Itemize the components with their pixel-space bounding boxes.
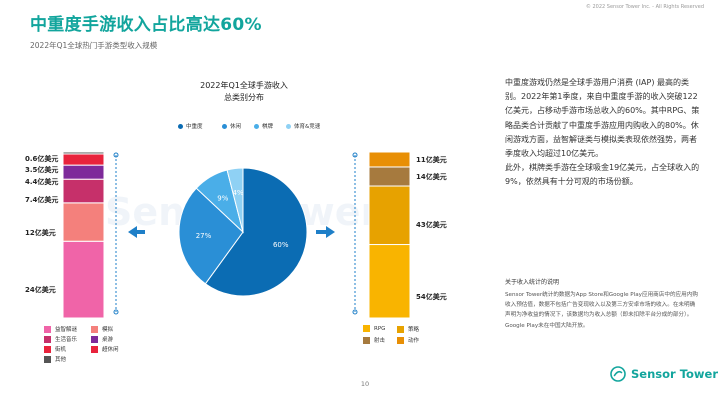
brand-logo: Sensor Tower	[610, 366, 718, 382]
right-legend-action: 动作	[397, 336, 419, 344]
pie-legend-item-sports: 体育&竞速	[286, 122, 320, 130]
note-title: 关于收入统计的说明	[505, 279, 560, 286]
page-number: 10	[360, 380, 370, 388]
left-bar-label-puzzle: 24亿美元	[25, 286, 56, 294]
bracket-end	[113, 309, 119, 315]
legend-dot	[286, 123, 291, 129]
rightbar-segment-0	[368, 244, 411, 319]
pie-slice-3	[226, 167, 244, 233]
sensor-tower-logo-icon	[610, 366, 626, 382]
body-paragraph-2: 此外，棋牌类手游在全球吸金19亿美元，占全球收入的9%，依然具有十分可观的市场份…	[505, 163, 700, 187]
pie-slice-label-1: 27%	[196, 232, 212, 240]
pie-slice-0	[204, 167, 308, 297]
left-legend-hypercasual: 超休闲	[91, 345, 119, 353]
right-bar-label-rpg: 54亿美元	[416, 293, 447, 301]
left-bar-label-board: 4.4亿美元	[25, 178, 59, 186]
left-legend-board: 桌游	[91, 335, 113, 343]
left-bar-label-sim: 12亿美元	[25, 229, 56, 237]
arrow-right-icon	[326, 226, 335, 238]
rightbar-segment-2	[368, 166, 411, 187]
leftbar-segment-3	[62, 164, 105, 180]
body-paragraph-1: 中重度游戏仍然是全球手游用户消费 (IAP) 最高的类别。2022年第1季度，来…	[505, 78, 700, 159]
left-legend-arcade: 街机	[44, 345, 66, 353]
right-bar-label-action: 11亿美元	[416, 156, 447, 164]
body-text: 中重度游戏仍然是全球手游用户消费 (IAP) 最高的类别。2022年第1季度，来…	[505, 76, 700, 190]
leftbar-segment-6	[62, 151, 105, 155]
rightbar-segment-3	[368, 151, 411, 168]
arrow-right-shaft	[316, 230, 326, 234]
left-legend-other: 其他	[44, 355, 66, 363]
left-bar-label-other: 0.6亿美元	[25, 155, 59, 163]
legend-dot	[178, 123, 183, 129]
pie-slice-1	[178, 187, 244, 285]
right-stacked-bar	[368, 151, 411, 319]
pie-slice-label-2: 9%	[217, 194, 228, 202]
right-bar-label-strategy: 43亿美元	[416, 221, 447, 229]
bracket-end	[352, 152, 358, 158]
chart-title-line1: 2022年Q1全球手游收入	[200, 81, 288, 90]
right-legend-rpg: RPG	[363, 325, 385, 332]
left-legend-lifestyle: 生活音乐	[44, 335, 77, 343]
connectors	[113, 152, 358, 315]
bracket-end	[113, 152, 119, 158]
leftbar-segment-4	[62, 153, 105, 166]
pie-slice-label-0: 60%	[273, 241, 289, 249]
left-legend-sim: 模拟	[91, 325, 113, 333]
leftbar-segment-2	[62, 178, 105, 204]
legend-dot	[222, 123, 227, 129]
pie-legend-item-midcore: 中重度	[178, 122, 203, 130]
page-subtitle: 2022年Q1全球热门手游类型收入规模	[30, 41, 158, 50]
pie-slice-label-3: 4%	[232, 189, 243, 197]
copyright: © 2022 Sensor Tower Inc. - All Rights Re…	[585, 4, 704, 10]
bracket-end	[352, 309, 358, 315]
leftbar-segment-0	[62, 240, 105, 319]
pie-legend-item-casual: 休闲	[222, 122, 241, 130]
right-legend-shooter: 射击	[363, 336, 385, 344]
left-bar-label-lifestyle: 7.4亿美元	[25, 196, 59, 204]
left-stacked-bar	[62, 151, 105, 319]
note-text: Sensor Tower统计的数据为App Store和Google Play应…	[505, 292, 698, 329]
chart-title-line2: 总类别分布	[224, 93, 264, 102]
page-title: 中重度手游收入占比高达60%	[30, 15, 262, 35]
rightbar-segment-1	[368, 185, 411, 246]
pie-chart: 60% 27% 9% 4%	[178, 167, 308, 297]
left-bar-label-arcade: 3.5亿美元	[25, 166, 59, 174]
right-legend-strategy: 策略	[397, 325, 419, 333]
pie-legend-item-chess: 棋牌	[254, 122, 273, 130]
arrow-left-shaft	[137, 230, 145, 234]
leftbar-segment-1	[62, 202, 105, 242]
legend-dot	[254, 123, 259, 129]
left-legend-puzzle: 益智解谜	[44, 325, 77, 333]
brand-name: Sensor Tower	[631, 367, 718, 381]
right-bar-label-shooter: 14亿美元	[416, 173, 447, 181]
arrow-left-icon	[128, 226, 137, 238]
chart-title: 2022年Q1全球手游收入 总类别分布	[180, 80, 308, 104]
